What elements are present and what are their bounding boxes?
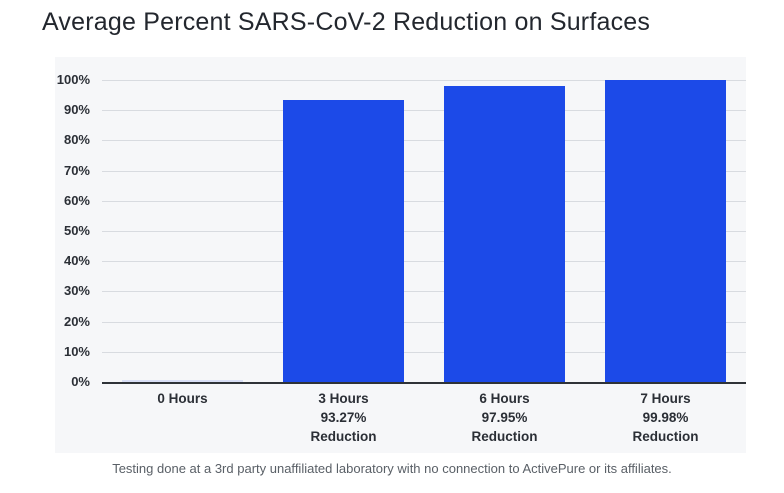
chart-title: Average Percent SARS-CoV-2 Reduction on …: [42, 8, 651, 36]
x-axis-label-line: Reduction: [310, 429, 377, 444]
gridline: [102, 291, 746, 293]
gridline: [102, 200, 746, 202]
gridline: [102, 321, 746, 323]
x-axis-label-6-hours: 6 Hours 97.95% Reduction: [425, 389, 585, 446]
x-axis-label-line: 93.27%: [320, 410, 367, 425]
x-axis-baseline: [102, 382, 746, 384]
gridline: [102, 80, 746, 81]
y-axis-tick-label: 60%: [63, 192, 90, 208]
y-axis-tick-label: 50%: [63, 223, 90, 238]
bar-6-hours: [444, 86, 565, 382]
x-axis-label-line: 7 Hours: [640, 391, 691, 406]
gridline: [102, 261, 746, 263]
y-axis-tick-label: 20%: [63, 313, 90, 329]
x-axis-label-line: 99.98%: [642, 410, 689, 425]
bar-3-hours: [283, 100, 404, 382]
y-axis-tick-label: 30%: [63, 283, 90, 299]
gridline: [102, 170, 746, 172]
y-axis-tick-label: 90%: [63, 102, 90, 118]
footnote: Testing done at a 3rd party unaffiliated…: [112, 461, 672, 476]
bar-7-hours: [605, 80, 726, 382]
y-axis-tick-label: 0%: [71, 374, 90, 389]
x-axis-label-line: 0 Hours: [157, 391, 208, 406]
x-axis-label-line: 6 Hours: [479, 391, 530, 406]
gridline: [102, 231, 746, 232]
x-axis-label-line: 97.95%: [481, 410, 528, 425]
x-axis-label-3-hours: 3 Hours 93.27% Reduction: [264, 389, 424, 446]
y-axis-tick-label: 10%: [63, 343, 90, 359]
x-axis-label-line: 3 Hours: [318, 391, 369, 406]
y-axis-tick-label: 100%: [56, 72, 90, 87]
y-axis-tick-label: 70%: [63, 162, 90, 178]
bar-0-hours: [122, 380, 243, 382]
x-axis-label-0-hours: 0 Hours: [103, 389, 263, 408]
x-axis-label-7-hours: 7 Hours 99.98% Reduction: [586, 389, 746, 446]
x-axis-label-line: Reduction: [632, 429, 699, 444]
x-axis-label-line: Reduction: [471, 429, 538, 444]
gridline: [102, 351, 746, 353]
y-axis-tick-label: 40%: [63, 253, 90, 269]
gridline: [102, 140, 746, 142]
y-axis-tick-label: 80%: [63, 132, 90, 148]
gridline: [102, 110, 746, 112]
